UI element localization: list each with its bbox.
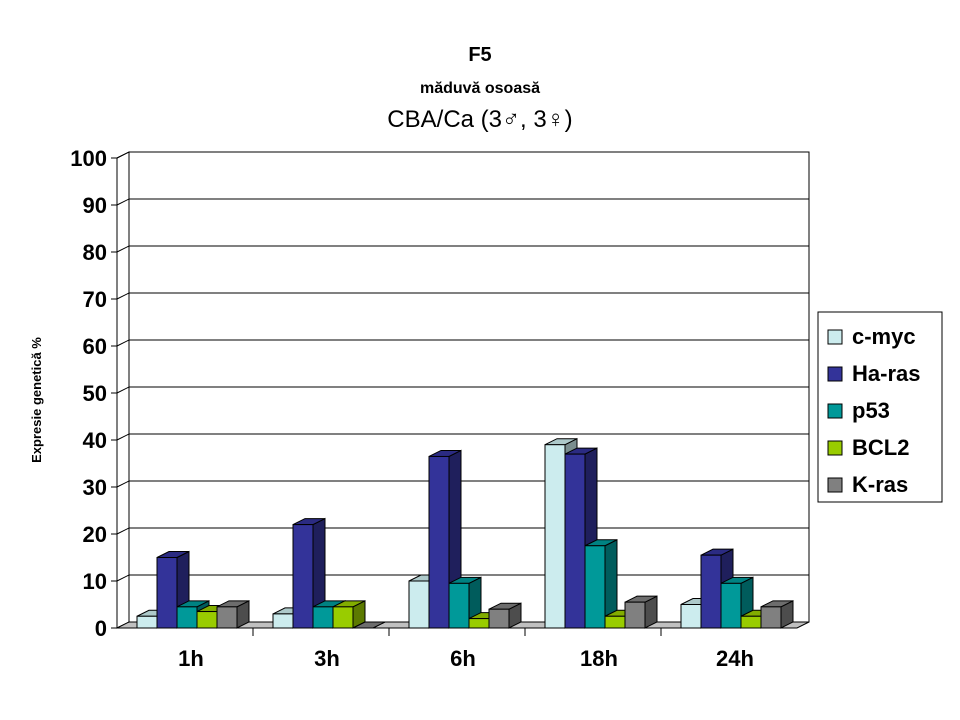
gridline: [116, 292, 809, 300]
x-tick-label: 6h: [450, 646, 476, 671]
gridline: [116, 339, 809, 347]
y-tick-label: 70: [83, 287, 107, 312]
bar-K-ras-18h: [624, 595, 658, 629]
y-tick-label: 50: [83, 381, 107, 406]
y-tick-label: 0: [95, 616, 107, 641]
y-tick-label: 60: [83, 334, 107, 359]
legend-item: BCL2: [827, 435, 909, 460]
legend-swatch: [827, 440, 843, 456]
gridline: [116, 198, 809, 206]
bar-K-ras-6h: [488, 602, 522, 629]
chart-subtitle: măduvă osoasă: [419, 80, 541, 97]
legend-swatch: [827, 403, 843, 419]
chart-title: F5: [468, 44, 492, 66]
bar-K-ras-24h: [760, 600, 794, 629]
y-tick-label: 80: [83, 240, 107, 265]
y-tick-label: 30: [83, 475, 107, 500]
legend-label: p53: [852, 398, 890, 423]
bar-K-ras-3h: [352, 621, 386, 629]
legend-label: c-myc: [852, 324, 916, 349]
bar-p53-24h: [720, 576, 754, 629]
y-tick-label: 20: [83, 522, 107, 547]
legend-item: K-ras: [827, 472, 908, 497]
gridline: [116, 386, 809, 394]
x-tick-label: 18h: [580, 646, 618, 671]
x-tick-label: 3h: [314, 646, 340, 671]
legend-label: K-ras: [852, 472, 908, 497]
legend-swatch: [827, 329, 843, 345]
y-axis-title: Expresie genetică %: [29, 337, 44, 463]
y-tick-label: 10: [83, 569, 107, 594]
y-tick-label: 90: [83, 193, 107, 218]
legend-item: c-myc: [827, 324, 916, 349]
legend-item: p53: [827, 398, 890, 423]
bar-BCL2-3h: [332, 600, 366, 629]
chart-subtitle-strain: CBA/Ca (3♂, 3♀): [387, 106, 573, 133]
x-tick-label: 24h: [716, 646, 754, 671]
bar-Ha-ras-3h: [292, 517, 326, 629]
gridline: [116, 245, 809, 253]
y-tick-label: 100: [70, 146, 107, 171]
legend-item: Ha-ras: [827, 361, 920, 386]
legend-swatch: [827, 477, 843, 493]
x-tick-label: 1h: [178, 646, 204, 671]
bar-Ha-ras-1h: [156, 550, 190, 629]
legend-label: Ha-ras: [852, 361, 920, 386]
legend-label: BCL2: [852, 435, 909, 460]
y-tick-label: 40: [83, 428, 107, 453]
gridline: [116, 151, 809, 159]
bar-K-ras-1h: [216, 600, 250, 629]
gridline: [116, 433, 809, 441]
legend-swatch: [827, 366, 843, 382]
